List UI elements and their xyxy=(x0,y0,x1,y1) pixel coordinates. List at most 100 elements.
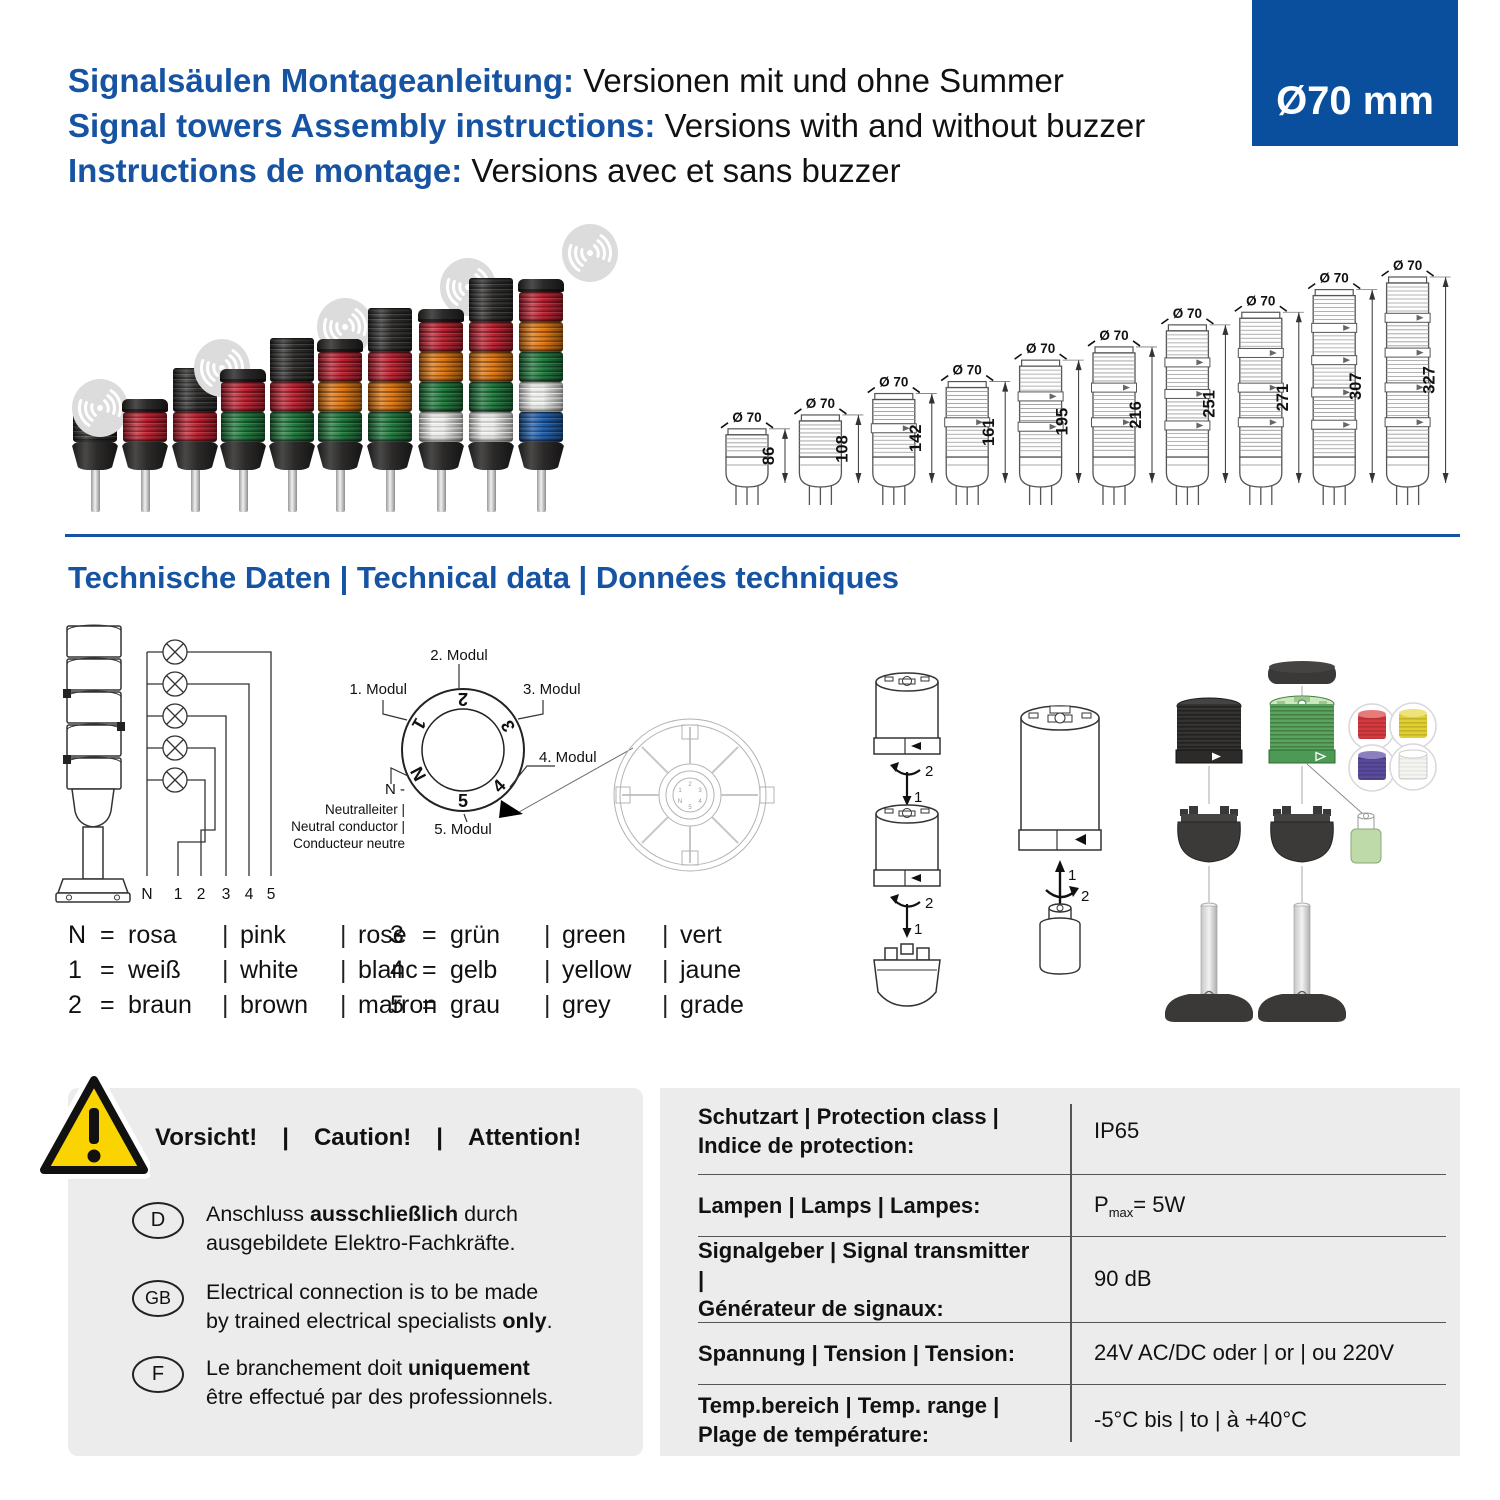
tower-cap xyxy=(220,369,266,382)
legend-fr: blanc xyxy=(358,956,418,984)
legend-de: gelb xyxy=(450,956,498,984)
color-code-legend-col1: N = rosa | pink | rose 1 = weiß | white | blanc 2 = br… xyxy=(68,918,437,1023)
lens-module-orange xyxy=(469,352,513,382)
legend-key: 5 xyxy=(390,991,404,1019)
color-code-legend-col2: 3 = grün | green | vert 4 = gelb | yellow | jaune 5 =… xyxy=(390,918,744,1023)
legend-fr: jaune xyxy=(680,956,742,984)
title-en-label: Signal towers Assembly instructions: xyxy=(68,107,656,144)
title-fr-label: Instructions de montage: xyxy=(68,152,463,189)
legend-eq: = xyxy=(422,991,437,1019)
lamp-symbols xyxy=(162,639,188,793)
lens-module-red xyxy=(469,322,513,352)
tower-pole xyxy=(486,466,496,512)
legend-eq: = xyxy=(100,991,115,1019)
lang-badge-gb: GB xyxy=(132,1280,184,1317)
spec-row-protection: Schutzart | Protection class | Indice de … xyxy=(660,1088,1460,1174)
legend-pipe: | xyxy=(222,991,229,1019)
warning-title-de: Vorsicht! xyxy=(155,1124,258,1151)
title-line-en: Signal towers Assembly instructions: Ver… xyxy=(68,103,1145,148)
pmax-p: P xyxy=(1094,1192,1109,1217)
svg-text:Neutralleiter |: Neutralleiter | xyxy=(325,802,405,817)
legend-en: grey xyxy=(562,991,611,1019)
svg-text:Ø 70: Ø 70 xyxy=(732,410,761,425)
tower-pole xyxy=(385,466,395,512)
svg-text:Ø 70: Ø 70 xyxy=(806,396,835,411)
dimension-tower: Ø 70 108 xyxy=(793,396,864,505)
svg-text:1: 1 xyxy=(678,788,682,794)
diameter-badge-text: Ø70 mm xyxy=(1276,79,1434,123)
spec-row-transmitter: Signalgeber | Signal transmitter | Généra… xyxy=(660,1236,1460,1322)
legend-en: white xyxy=(240,956,299,984)
spec-separator xyxy=(698,1174,1446,1175)
svg-text:4: 4 xyxy=(698,799,702,805)
lens-module-green xyxy=(318,412,362,442)
legend-row: 5 = grau | grey | grade xyxy=(390,988,744,1023)
tower-cap xyxy=(122,399,168,412)
buzzer-module xyxy=(368,308,412,352)
svg-text:Ø 70: Ø 70 xyxy=(879,375,908,390)
tower-base xyxy=(171,442,219,470)
tower-pole xyxy=(287,466,297,512)
spec-row-temperature: Temp.bereich | Temp. range | Plage de tem… xyxy=(660,1384,1460,1456)
tower-cap xyxy=(418,309,464,322)
lens-module-green xyxy=(469,382,513,412)
svg-text:1: 1 xyxy=(914,921,922,938)
svg-text:216: 216 xyxy=(1127,401,1145,429)
title-de-text: Versionen mit und ohne Summer xyxy=(574,62,1064,99)
spec-value: -5°C bis | to | à +40°C xyxy=(1094,1407,1308,1432)
spec-label-l1: Temp.bereich | Temp. range | xyxy=(698,1393,1000,1418)
legend-pipe: | xyxy=(222,956,229,984)
svg-text:N: N xyxy=(141,886,152,903)
lens-module-clear xyxy=(519,382,563,412)
lang-badge-d: D xyxy=(132,1202,184,1239)
svg-text:1: 1 xyxy=(914,789,922,806)
title-fr-text: Versions avec et sans buzzer xyxy=(462,152,901,189)
warn-de-l1c: durch xyxy=(458,1202,518,1226)
section-divider xyxy=(65,534,1460,537)
warning-title-en: Caution! xyxy=(313,1124,412,1151)
tower-base xyxy=(417,442,465,470)
svg-text:251: 251 xyxy=(1200,390,1218,418)
legend-fr: grade xyxy=(680,991,744,1019)
spec-label: Temp.bereich | Temp. range | Plage de tem… xyxy=(660,1384,1032,1456)
legend-en: brown xyxy=(240,991,309,1019)
lens-module-green xyxy=(368,412,412,442)
svg-text:Ø 70: Ø 70 xyxy=(1099,328,1128,343)
spec-label: Schutzart | Protection class | Indice de … xyxy=(660,1088,1032,1174)
svg-text:3. Modul: 3. Modul xyxy=(523,681,581,698)
lens-module-orange xyxy=(368,382,412,412)
module-ring-diagram: 1 2 3 4 5 N 1. Modul 2. Modul 3. Modul 4… xyxy=(291,647,634,851)
legend-en: green xyxy=(562,921,626,949)
svg-text:327: 327 xyxy=(1421,366,1439,394)
tower-base xyxy=(467,442,515,470)
svg-text:4: 4 xyxy=(245,886,254,903)
legend-key: N xyxy=(68,921,87,949)
svg-text:Conducteur neutre: Conducteur neutre xyxy=(293,836,405,851)
svg-text:2: 2 xyxy=(925,895,933,912)
lens-module-red xyxy=(419,322,463,352)
warn-gb-l2c: . xyxy=(546,1309,553,1333)
svg-text:5: 5 xyxy=(458,791,468,811)
spec-separator xyxy=(698,1322,1446,1323)
tower-pole xyxy=(190,466,200,512)
lens-module-orange xyxy=(318,382,362,412)
warn-de-l1b: ausschließlich xyxy=(309,1202,459,1226)
warn-gb-l1: Electrical connection is to be made xyxy=(206,1280,539,1304)
legend-fr: vert xyxy=(680,921,722,949)
svg-text:2: 2 xyxy=(458,689,468,709)
warn-gb-l2a: by trained electrical specialists xyxy=(206,1309,503,1333)
warning-item-fr: F Le branchement doit uniquement être ef… xyxy=(132,1354,553,1412)
svg-text:3: 3 xyxy=(698,788,702,794)
lens-module-green xyxy=(419,382,463,412)
svg-text:1: 1 xyxy=(1068,867,1076,884)
diameter-badge: Ø70 mm xyxy=(1252,0,1458,146)
spec-table-divider xyxy=(1070,1104,1072,1442)
tower-cap xyxy=(317,339,363,352)
spec-value: 24V AC/DC oder | or | ou 220V xyxy=(1094,1340,1395,1365)
lens-module-red xyxy=(270,382,314,412)
buzzer-module xyxy=(469,278,513,322)
svg-text:4. Modul: 4. Modul xyxy=(539,749,597,766)
terminal-labels: N 1 2 3 4 5 xyxy=(141,886,275,903)
